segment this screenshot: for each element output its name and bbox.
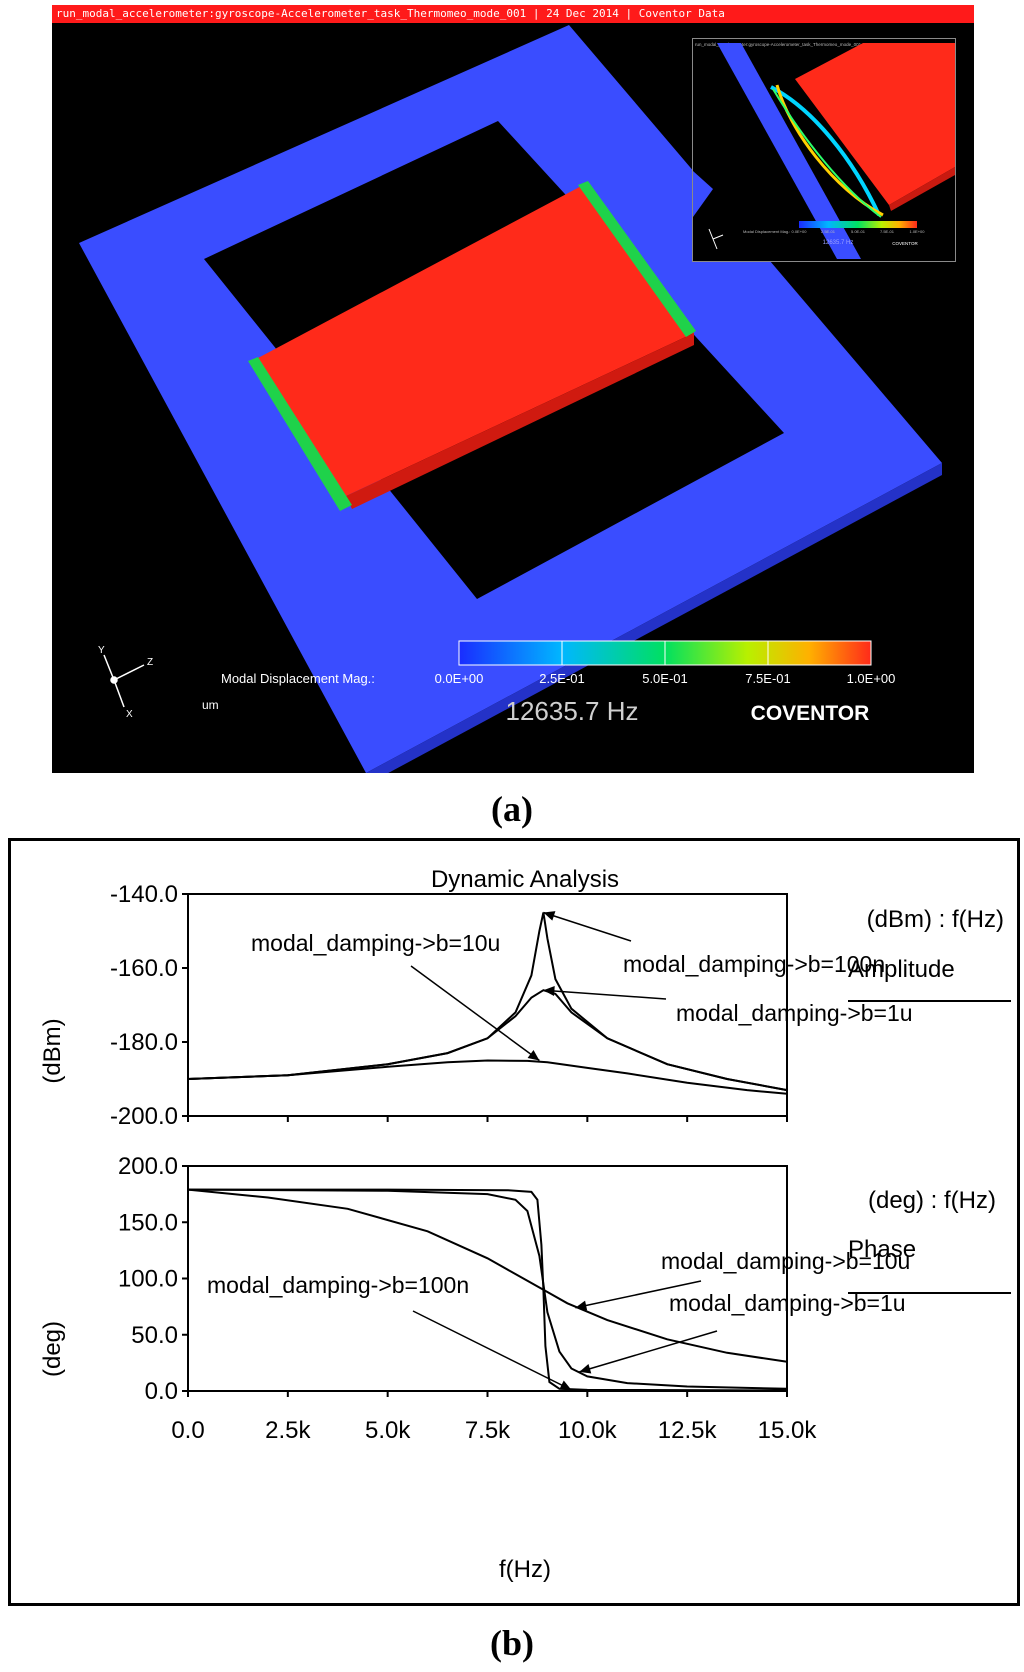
series-line-0-1 [187, 989, 788, 1092]
annotation-arrow-1-1 [575, 1280, 702, 1309]
amplitude-y-label: (dBm) [39, 1018, 66, 1083]
modal-viewer: run_modal_accelerometer:gyroscope-Accele… [52, 5, 974, 773]
series-line-0-2 [187, 1059, 788, 1095]
chart-title: Dynamic Analysis [431, 866, 619, 893]
annotation-arrow-0-0 [410, 965, 540, 1062]
inset-colorbar-title: Modal Displacement Mag.: [743, 229, 790, 234]
inset-brand: COVENTOR [892, 241, 918, 246]
frequency-readout: 12635.7 Hz [506, 696, 639, 726]
y-tick-label-1-1: 150.0 [118, 1209, 178, 1236]
x-tick-label-4: 10.0k [558, 1417, 618, 1444]
spring-left [248, 357, 352, 511]
y-tick-label-1-4: 0.0 [145, 1378, 178, 1405]
inset-frame [717, 43, 861, 259]
panel-label-b: (b) [490, 1623, 534, 1663]
colorbar-tick-4: 1.0E+00 [847, 671, 896, 686]
colorbar-tick-0: 0.0E+00 [435, 671, 484, 686]
colorbar-tick-1: 2.5E-01 [539, 671, 585, 686]
proof-mass [258, 183, 694, 496]
inset-colorbar-tick-3: 7.5E-01 [880, 229, 895, 234]
inset-colorbar-tick-1: 2.5E-01 [821, 229, 836, 234]
phase-units-label: (deg) : f(Hz) [868, 1187, 996, 1214]
axis-label-y: Y [98, 645, 105, 656]
chart-canvas: Dynamic Analysis (dBm) : f(Hz) Amplitude… [39, 866, 1011, 1583]
annotation-arrowhead-1-0 [559, 1380, 572, 1390]
colorbar-tick-2: 5.0E-01 [642, 671, 688, 686]
axis-label-z: Z [147, 657, 153, 668]
inset-mass-edge [889, 167, 955, 211]
series-line-1-2 [187, 1188, 788, 1363]
inset-svg: run_modal_accelerometer:gyroscope-Accele… [693, 42, 955, 259]
inset-colorbar-tick-2: 5.0E-01 [851, 229, 866, 234]
series-line-1-1 [187, 1188, 788, 1390]
amplitude-legend-title: Amplitude [848, 956, 955, 983]
inset-axis-triad [708, 228, 724, 250]
dynamic-analysis-chart: Dynamic Analysis (dBm) : f(Hz) Amplitude… [8, 838, 1020, 1606]
inset-frequency: 12635.7 Hz [823, 240, 854, 246]
y-tick-label-0-2: -180.0 [110, 1029, 178, 1056]
annotation-arrowhead-1-1 [575, 1300, 588, 1311]
inset-mass [795, 43, 955, 205]
x-tick-label-1: 2.5k [265, 1417, 311, 1444]
amplitude-units-label: (dBm) : f(Hz) [867, 906, 1004, 933]
annotation-label-0-1: modal_damping->b=100n [623, 951, 885, 977]
y-tick-label-1-0: 200.0 [118, 1153, 178, 1180]
unit-label: um [202, 698, 219, 712]
annotation-arrow-1-2 [579, 1330, 718, 1373]
inset-colorbar [799, 221, 917, 228]
annotation-arrowhead-1-2 [579, 1363, 592, 1374]
annotation-arrow-1-0 [412, 1310, 572, 1391]
y-tick-label-0-3: -200.0 [110, 1103, 178, 1130]
x-tick-label-2: 5.0k [365, 1417, 411, 1444]
annotation-label-0-2: modal_damping->b=1u [676, 1000, 913, 1026]
annotation-label-0-0: modal_damping->b=10u [251, 930, 500, 956]
annotation-arrowhead-0-0 [527, 1049, 540, 1061]
brand-label: COVENTOR [751, 702, 870, 725]
x-tick-label-6: 15.0k [758, 1417, 818, 1444]
x-axis-label: f(Hz) [499, 1556, 551, 1583]
inset-frame-corner [693, 171, 713, 217]
inset-spring-1 [770, 85, 881, 216]
x-tick-label-0: 0.0 [171, 1417, 204, 1444]
inset-mode-view: run_modal_accelerometer:gyroscope-Accele… [692, 38, 956, 262]
y-tick-label-1-2: 100.0 [118, 1266, 178, 1293]
colorbar-title: Modal Displacement Mag.: [221, 671, 375, 686]
inset-colorbar-tick-4: 1.0E+00 [909, 229, 925, 234]
frame-edge [366, 463, 942, 773]
phase-legend-title: Phase [848, 1236, 916, 1263]
annotation-arrow-0-2 [543, 989, 667, 1000]
axis-triad [103, 654, 145, 708]
annotation-label-1-1: modal_damping->b=10u [661, 1248, 910, 1274]
annotation-label-1-0: modal_damping->b=100n [207, 1272, 469, 1298]
annotation-arrowhead-0-1 [543, 911, 556, 921]
y-tick-label-0-0: -140.0 [110, 881, 178, 908]
spring-right [578, 181, 696, 337]
y-tick-label-0-1: -160.0 [110, 955, 178, 982]
x-tick-label-5: 12.5k [658, 1417, 718, 1444]
panel-label-a: (a) [491, 789, 533, 829]
phase-y-label: (deg) [39, 1321, 66, 1377]
viewer-title-bar: run_modal_accelerometer:gyroscope-Accele… [52, 5, 974, 23]
annotation-arrowhead-0-2 [543, 986, 555, 996]
x-tick-label-3: 7.5k [465, 1417, 511, 1444]
proof-mass-edge [346, 333, 694, 509]
colorbar-tick-3: 7.5E-01 [745, 671, 791, 686]
inset-colorbar-tick-0: 0.0E+00 [791, 229, 807, 234]
annotation-arrow-0-1 [543, 911, 632, 942]
plot-layer: -140.0 -160.0 -180.0 -200.0 modal_damping->b… [110, 881, 913, 1444]
annotation-label-1-2: modal_damping->b=1u [669, 1290, 906, 1316]
y-tick-label-1-3: 50.0 [131, 1322, 178, 1349]
inset-spring-3 [772, 88, 882, 218]
axis-label-x: X [126, 709, 133, 720]
inset-title: run_modal_accelerometer:gyroscope-Accele… [695, 42, 862, 47]
